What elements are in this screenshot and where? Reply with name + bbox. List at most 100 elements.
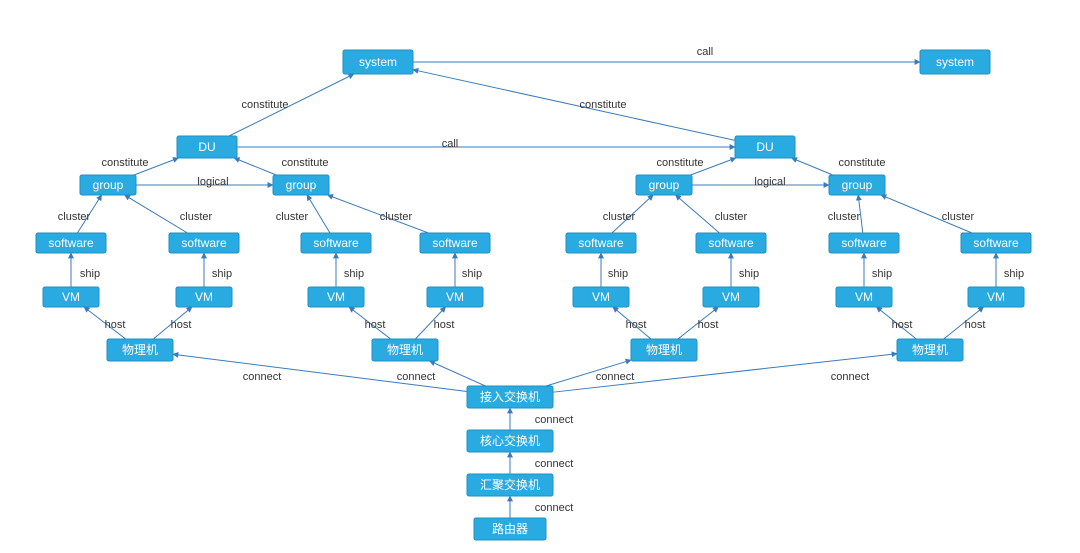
edge-label: ship <box>608 268 628 280</box>
node-g2: group <box>273 175 329 195</box>
node-sw2: software <box>169 233 239 253</box>
node-asw: 接入交换机 <box>467 386 553 408</box>
edge-label: cluster <box>58 211 91 223</box>
edge-label: constitute <box>838 157 885 169</box>
edge-label: ship <box>462 268 482 280</box>
node-label: 接入交换机 <box>480 389 540 404</box>
edge-label: ship <box>1004 268 1024 280</box>
node-du1: DU <box>177 136 237 158</box>
edge-label: host <box>892 319 913 331</box>
edge-label: constitute <box>241 99 288 111</box>
node-label: system <box>359 55 397 69</box>
edge-label: connect <box>831 371 870 383</box>
node-label: group <box>93 178 124 192</box>
node-pm2: 物理机 <box>372 339 438 361</box>
edge-label: constitute <box>579 99 626 111</box>
node-label: group <box>842 178 873 192</box>
edge-label: connect <box>596 371 635 383</box>
edge-label: connect <box>535 502 574 514</box>
node-sw3: software <box>301 233 371 253</box>
edge-label: cluster <box>380 211 413 223</box>
edge-label: call <box>442 138 459 150</box>
node-label: software <box>708 236 754 250</box>
node-label: VM <box>327 290 345 304</box>
node-label: group <box>649 178 680 192</box>
node-vm2: VM <box>176 287 232 307</box>
edge-label: ship <box>872 268 892 280</box>
edge-label: host <box>365 319 386 331</box>
node-sw7: software <box>829 233 899 253</box>
node-sw4: software <box>420 233 490 253</box>
node-g4: group <box>829 175 885 195</box>
edge-label: connect <box>243 371 282 383</box>
node-label: 物理机 <box>912 343 948 357</box>
node-sw1: software <box>36 233 106 253</box>
node-label: system <box>936 55 974 69</box>
node-jsw: 汇聚交换机 <box>467 474 553 496</box>
node-label: software <box>313 236 359 250</box>
edge-du2-sys1 <box>413 70 735 141</box>
edge-label: cluster <box>603 211 636 223</box>
node-label: DU <box>198 140 215 154</box>
node-rtr: 路由器 <box>474 518 546 540</box>
edge-g4-du2 <box>792 158 833 175</box>
edge-label: host <box>434 319 455 331</box>
edge-label: host <box>626 319 647 331</box>
node-g3: group <box>636 175 692 195</box>
edge-label: ship <box>212 268 232 280</box>
edge-g2-du1 <box>234 158 276 175</box>
edge-label: constitute <box>281 157 328 169</box>
node-vm4: VM <box>427 287 483 307</box>
edge-sw4-g2 <box>328 195 429 233</box>
node-g1: group <box>80 175 136 195</box>
edge-label: ship <box>739 268 759 280</box>
node-label: software <box>841 236 887 250</box>
node-label: software <box>578 236 624 250</box>
node-label: DU <box>756 140 773 154</box>
node-pm1: 物理机 <box>107 339 173 361</box>
node-label: group <box>286 178 317 192</box>
edge-label: cluster <box>942 211 975 223</box>
node-vm7: VM <box>836 287 892 307</box>
node-label: software <box>181 236 227 250</box>
node-vm3: VM <box>308 287 364 307</box>
edge-label: ship <box>344 268 364 280</box>
edge-label: constitute <box>656 157 703 169</box>
node-pm4: 物理机 <box>897 339 963 361</box>
edge-label: connect <box>535 458 574 470</box>
edge-label: host <box>965 319 986 331</box>
nodes-layer: system system DU DU group group group group soft… <box>36 50 1031 540</box>
node-label: 物理机 <box>387 343 423 357</box>
node-sw6: software <box>696 233 766 253</box>
node-label: VM <box>62 290 80 304</box>
node-vm5: VM <box>573 287 629 307</box>
node-label: 汇聚交换机 <box>480 477 540 492</box>
node-label: software <box>973 236 1019 250</box>
node-label: software <box>432 236 478 250</box>
edge-label: call <box>697 46 714 58</box>
network-diagram: call constitute constitute call constitute co… <box>0 0 1080 553</box>
edge-asw-pm2 <box>430 361 486 386</box>
edge-label: connect <box>535 414 574 426</box>
edge-label: host <box>698 319 719 331</box>
edge-label: host <box>105 319 126 331</box>
edge-label: logical <box>197 176 228 188</box>
edge-label: constitute <box>101 157 148 169</box>
node-label: VM <box>446 290 464 304</box>
edge-label: host <box>171 319 192 331</box>
edge-label: cluster <box>180 211 213 223</box>
node-label: VM <box>987 290 1005 304</box>
node-label: VM <box>722 290 740 304</box>
node-csw: 核心交换机 <box>467 430 553 452</box>
edge-sw6-g3 <box>676 195 720 233</box>
edge-label: connect <box>397 371 436 383</box>
node-vm1: VM <box>43 287 99 307</box>
node-du2: DU <box>735 136 795 158</box>
node-label: 核心交换机 <box>480 433 540 448</box>
node-vm8: VM <box>968 287 1024 307</box>
edge-label: cluster <box>828 211 861 223</box>
node-label: VM <box>195 290 213 304</box>
node-sys1: system <box>343 50 413 74</box>
edge-label: ship <box>80 268 100 280</box>
edge-label: logical <box>754 176 785 188</box>
